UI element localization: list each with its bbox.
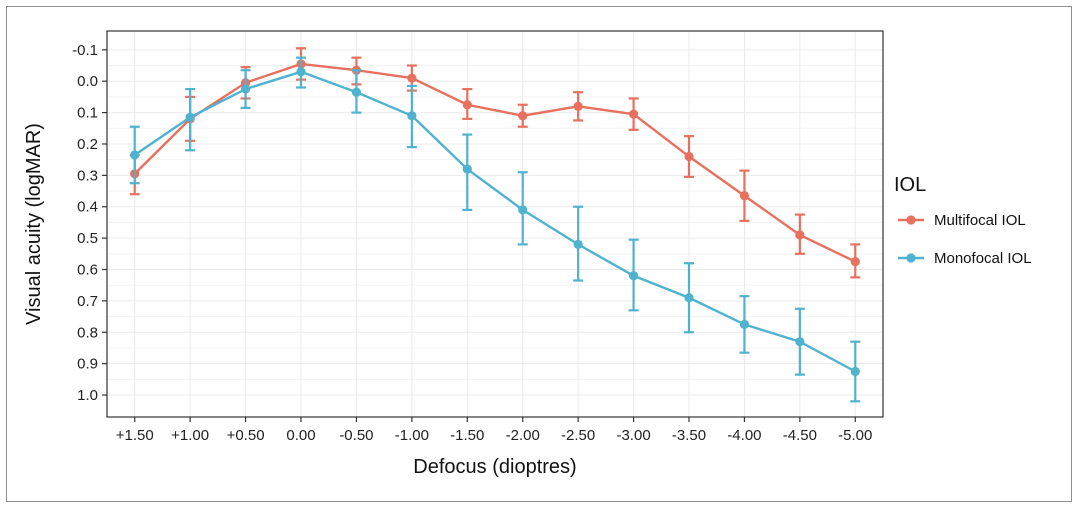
series-monofocal-iol	[129, 56, 861, 403]
plot-border	[106, 30, 884, 418]
data-point	[518, 205, 528, 215]
y-tick-label: 0.9	[77, 356, 98, 373]
data-point	[739, 191, 750, 201]
data-point	[850, 257, 860, 267]
data-point	[240, 84, 251, 94]
legend-item: Multifocal IOL	[898, 212, 1026, 229]
grid-lines	[107, 31, 883, 417]
y-tick-label: 0.4	[77, 199, 98, 216]
data-point	[296, 67, 306, 77]
data-point	[628, 271, 639, 281]
data-point	[573, 239, 583, 249]
x-axis-title: Defocus (dioptres)	[413, 456, 576, 478]
axes: -0.1 0.0 0.1 0.2 0.3 0.4 0.5 0.6 0.7 0.8 0.9 1.0 +1.…	[72, 30, 884, 444]
y-tick-label: 1.0	[77, 387, 98, 404]
data-point	[628, 109, 639, 119]
y-tick-label: 0.0	[77, 73, 98, 90]
y-axis-title: Visual acuity (logMAR)	[23, 123, 45, 325]
data-point	[407, 111, 417, 121]
x-tick-label: +1.00	[171, 427, 209, 444]
x-tick-label: -1.50	[450, 427, 484, 444]
data-point	[573, 101, 583, 111]
data-point	[684, 151, 694, 162]
y-tick-label: 0.5	[77, 230, 98, 247]
legend-label: Multifocal IOL	[934, 212, 1026, 229]
plot-background	[107, 31, 883, 417]
data-point	[739, 319, 750, 330]
y-tick-label: 0.1	[77, 105, 98, 122]
series-layer	[129, 47, 861, 403]
x-tick-label: -5.00	[838, 427, 872, 444]
x-tick-label: -1.00	[395, 427, 429, 444]
y-tick-label: 0.8	[77, 324, 98, 341]
y-tick-label: 0.7	[77, 293, 98, 310]
data-point	[518, 111, 528, 121]
legend-key-point	[906, 215, 916, 225]
y-tick-label: 0.3	[77, 167, 98, 184]
data-point	[351, 87, 362, 97]
y-tick-label: 0.2	[77, 136, 98, 153]
data-point	[795, 230, 805, 240]
data-point	[795, 337, 805, 347]
x-tick-label: -4.00	[727, 427, 761, 444]
legend-key-point	[906, 253, 916, 263]
data-point	[130, 150, 140, 160]
data-point	[462, 164, 472, 174]
series-line	[134, 70, 856, 373]
data-point	[462, 100, 472, 110]
y-tick-label: 0.6	[77, 262, 98, 279]
data-point	[684, 293, 694, 303]
legend: IOL Multifocal IOL Monofocal IOL	[894, 174, 1032, 267]
x-tick-label: +1.50	[116, 427, 154, 444]
data-point	[407, 73, 417, 83]
x-tick-label: -3.00	[616, 427, 650, 444]
plot-area	[107, 31, 883, 417]
x-tick-label: -4.50	[783, 427, 817, 444]
legend-item: Monofocal IOL	[898, 250, 1032, 267]
x-tick-label: -2.50	[561, 427, 595, 444]
x-tick-label: 0.00	[286, 427, 315, 444]
x-tick-label: -3.50	[672, 427, 706, 444]
x-tick-label: +0.50	[227, 427, 265, 444]
data-point	[185, 112, 195, 122]
data-point	[850, 366, 860, 377]
y-tick-label: -0.1	[72, 42, 98, 59]
legend-label: Monofocal IOL	[934, 250, 1032, 267]
legend-title: IOL	[894, 174, 926, 196]
x-tick-label: -0.50	[339, 427, 373, 444]
x-tick-label: -2.00	[506, 427, 540, 444]
series-line	[133, 62, 856, 263]
